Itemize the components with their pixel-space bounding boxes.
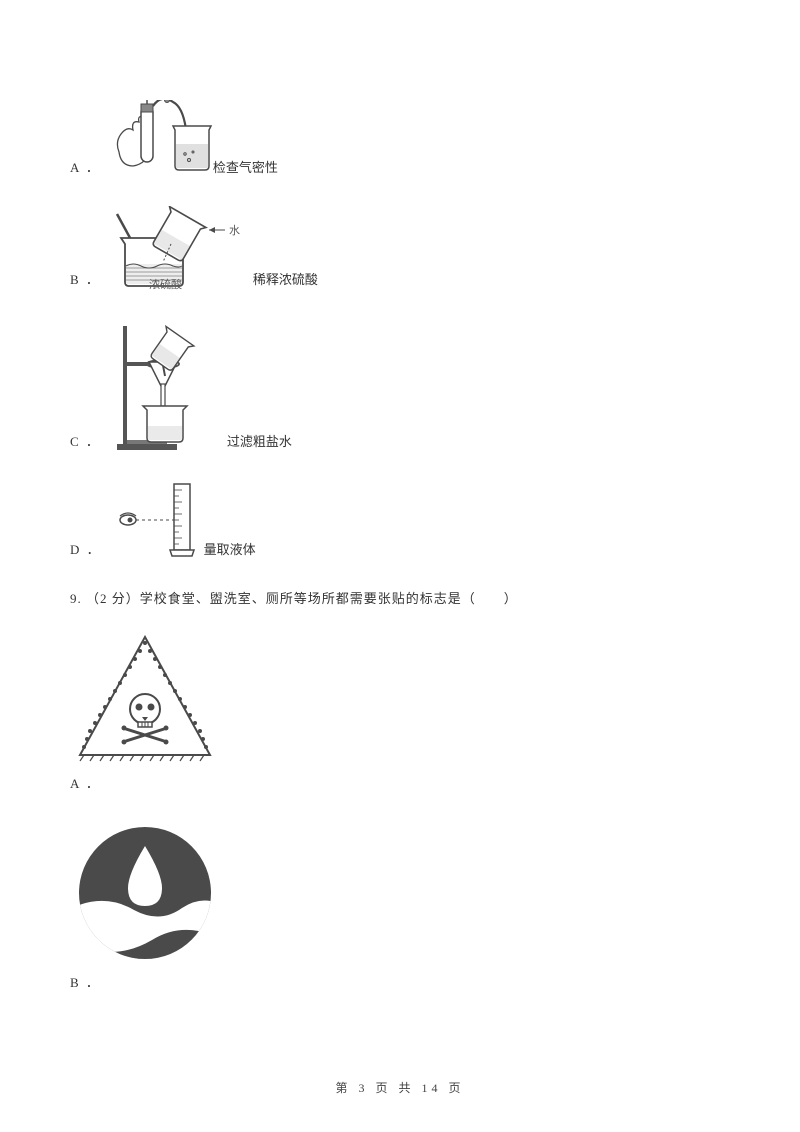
label-water: 水 <box>229 224 240 237</box>
option-d-letter: D ． <box>70 539 102 560</box>
q9-option-a-letter: A ． <box>70 773 101 794</box>
option-d-row: D ． 量取液体 <box>70 480 730 560</box>
label-acid: 浓硫酸 <box>149 277 182 290</box>
diagram-filtration <box>113 318 213 452</box>
option-a-label: 检查气密性 <box>213 157 278 178</box>
diagram-measuring <box>114 480 204 560</box>
option-b-letter: B ． <box>70 269 101 290</box>
diagram-dilute-acid: 水 浓硫酸 <box>113 206 253 290</box>
page-footer: 第 3 页 共 14 页 <box>0 1079 800 1096</box>
option-c-label: 过滤粗盐水 <box>227 431 292 452</box>
sign-water-saving <box>70 818 220 968</box>
option-a-letter: A ． <box>70 157 101 178</box>
q9-option-b-row: B ． <box>70 818 730 993</box>
q9-option-a-row: A ． <box>70 629 730 794</box>
sign-toxic <box>70 629 220 769</box>
question-9: 9. （2 分）学校食堂、盥洗室、厕所等场所都需要张贴的标志是（ ） <box>70 588 730 607</box>
option-a-row: A ． 检查气密性 <box>70 100 730 178</box>
diagram-airtightness <box>113 100 213 178</box>
option-c-letter: C ． <box>70 431 101 452</box>
option-d-label: 量取液体 <box>204 539 256 560</box>
option-b-row: B ． 水 <box>70 206 730 290</box>
option-b-label: 稀释浓硫酸 <box>253 269 318 290</box>
q9-option-b-letter: B ． <box>70 972 101 993</box>
option-c-row: C ． 过滤粗盐水 <box>70 318 730 452</box>
